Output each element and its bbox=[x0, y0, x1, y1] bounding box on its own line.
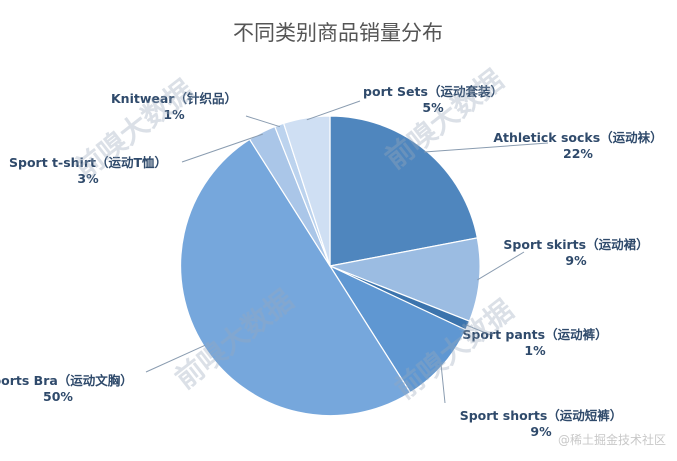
pie-slice bbox=[329, 115, 479, 267]
slice-value-label: 5% bbox=[422, 100, 444, 115]
slice-value-label: 22% bbox=[563, 146, 593, 161]
slice-value-label: 1% bbox=[163, 107, 185, 122]
pie-slice bbox=[328, 264, 467, 394]
watermark-2: 前嗅大数据 bbox=[379, 63, 510, 175]
leader-line bbox=[145, 344, 206, 373]
leader-line bbox=[245, 115, 281, 128]
slice-label: port Sets（运动套装） bbox=[363, 84, 503, 99]
leader-line bbox=[465, 324, 494, 337]
pie-slices bbox=[179, 115, 481, 417]
pie-slice bbox=[327, 237, 481, 322]
slice-value-label: 3% bbox=[77, 171, 99, 186]
slice-label: Athletick socks（运动袜） bbox=[493, 130, 662, 145]
slice-label: Sport shorts（运动短裤） bbox=[460, 408, 623, 423]
slice-label: Sport skirts（运动裙） bbox=[503, 237, 648, 252]
chart-title: 不同类别商品销量分布 bbox=[233, 21, 443, 45]
slice-value-label: 9% bbox=[565, 253, 587, 268]
slice-value-label: 1% bbox=[524, 343, 546, 358]
credit-text: @稀土掘金技术社区 bbox=[558, 432, 666, 447]
leader-line bbox=[424, 142, 549, 153]
slice-labels: Athletick socks（运动袜）22% Sport skirts（运动裙）… bbox=[0, 84, 663, 439]
pie-slice bbox=[282, 115, 331, 267]
leader-line bbox=[306, 100, 361, 121]
slice-label: Sport t-shirt（运动T恤） bbox=[9, 155, 167, 170]
slice-label: Knitwear（针织品） bbox=[111, 91, 237, 106]
leader-lines bbox=[145, 100, 549, 404]
leader-line bbox=[477, 251, 525, 281]
slice-value-label: 50% bbox=[43, 389, 73, 404]
leader-line bbox=[440, 363, 446, 404]
slice-value-label: 9% bbox=[530, 424, 552, 439]
leader-line bbox=[181, 133, 263, 163]
slice-label: Sport pants（运动裤） bbox=[462, 327, 607, 342]
